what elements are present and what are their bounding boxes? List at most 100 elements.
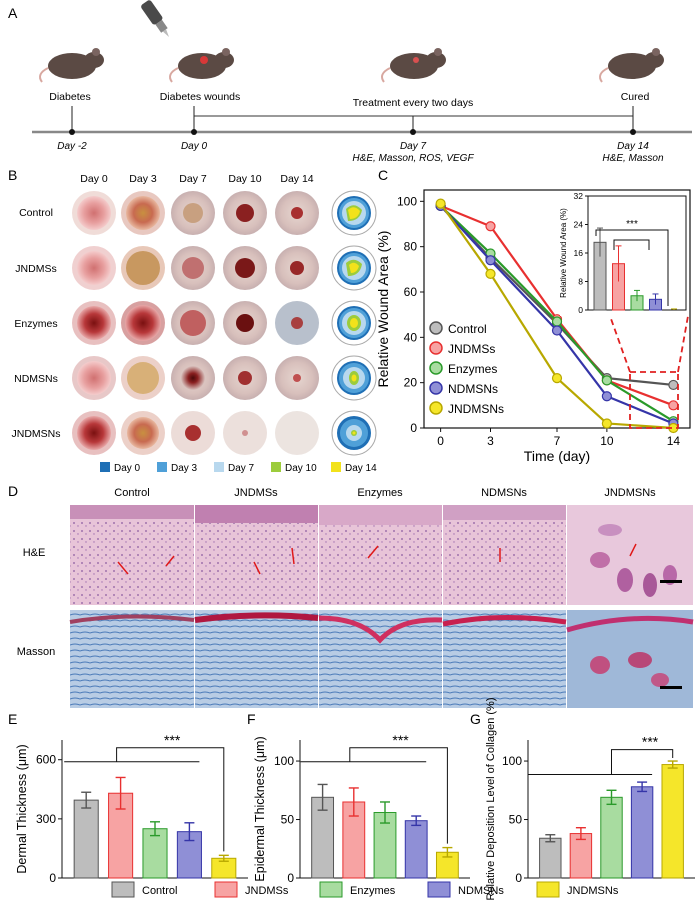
inset-significance-bracket xyxy=(613,239,650,250)
inset-y-tick-label: 24 xyxy=(574,220,584,230)
data-point xyxy=(435,198,446,209)
x-tick-label: 3 xyxy=(487,434,494,448)
y-tick-label: 40 xyxy=(404,330,418,344)
y-tick-label: 100 xyxy=(397,194,417,208)
legend-ndmsns: NDMSNs xyxy=(458,885,504,897)
wound-trace xyxy=(331,245,377,291)
legend-marker xyxy=(429,361,443,375)
wound-photo xyxy=(223,356,267,400)
data-point xyxy=(601,391,612,402)
histology-header-jndmss: JNDMSs xyxy=(234,487,278,499)
legend-swatch-jndmss xyxy=(214,881,238,898)
trace-legend-day0: Day 0 xyxy=(114,463,141,474)
photo-header-day3: Day 3 xyxy=(129,173,157,185)
photo-header-day7: Day 7 xyxy=(179,173,207,185)
legend-label: Control xyxy=(448,322,487,336)
y-tick-label: 300 xyxy=(36,812,56,826)
masson-image xyxy=(566,610,694,708)
he-image xyxy=(70,505,194,605)
legend-label: NDMSNs xyxy=(448,382,498,396)
photo-row-jndmss: JNDMSs xyxy=(15,263,56,275)
wound-photo xyxy=(275,411,319,455)
bar-ndmsns xyxy=(404,820,428,879)
x-tick-label: 10 xyxy=(600,434,614,448)
inset-y-axis-title: Relative Wound Area (%) xyxy=(559,208,568,298)
legend-jndmss: JNDMSs xyxy=(245,885,289,897)
masson-image xyxy=(194,610,319,708)
photo-day-headers: Day 0 Day 3 Day 7 Day 10 Day 14 xyxy=(80,173,314,185)
legend-marker xyxy=(429,321,443,335)
masson-images xyxy=(69,610,694,708)
histology-row-masson: Masson xyxy=(17,646,56,658)
photo-row-enzymes: Enzymes xyxy=(14,318,57,330)
wound-trace xyxy=(331,410,377,456)
histology-header-ndmsns: NDMSNs xyxy=(481,487,527,499)
significance-bracket xyxy=(116,747,225,852)
data-point xyxy=(551,325,563,336)
wound-trace xyxy=(331,355,377,401)
mouse-treated-icon xyxy=(381,48,446,83)
legend-swatch-ndmsns xyxy=(427,881,451,898)
wound-photo xyxy=(223,301,267,345)
bar-jndmss xyxy=(569,833,593,879)
y-tick-label: 50 xyxy=(281,813,295,827)
legend-jndmsns: JNDMSNs xyxy=(567,885,619,897)
y-tick-label: 0 xyxy=(515,871,522,885)
wound-photo xyxy=(121,246,165,290)
masson-image xyxy=(442,610,567,708)
trace-legend-swatch-day3 xyxy=(157,462,167,472)
photo-row-labels: Control JNDMSs Enzymes NDMSNs JNDMSNs xyxy=(12,207,61,440)
dropper-icon xyxy=(141,0,170,37)
histology-column-headers: Control JNDMSs Enzymes NDMSNs JNDMSNs xyxy=(114,487,656,499)
data-point xyxy=(601,418,612,429)
y-tick-label: 0 xyxy=(287,871,294,885)
zoom-line xyxy=(677,315,689,373)
bar-jndmsns xyxy=(661,764,684,879)
wound-photo xyxy=(171,246,215,290)
legend-control: Control xyxy=(142,885,177,897)
bar-control xyxy=(539,837,562,879)
wound-trace xyxy=(331,190,377,236)
y-tick-label: 60 xyxy=(404,285,418,299)
day-label-7: Day 7 xyxy=(400,141,427,152)
data-point xyxy=(668,400,679,411)
y-tick-label: 0 xyxy=(49,871,56,885)
legend-swatch-control xyxy=(111,881,135,898)
trace-legend-swatch-day14 xyxy=(331,462,341,472)
significance-bracket xyxy=(349,747,448,844)
wound-photo xyxy=(223,246,267,290)
panel-letter-c: C xyxy=(378,167,388,183)
wound-photo xyxy=(121,356,165,400)
histology-header-control: Control xyxy=(114,487,149,499)
inset-significance-label: *** xyxy=(626,219,638,230)
y-tick-label: 100 xyxy=(502,754,522,768)
x-tick-label: 14 xyxy=(667,434,681,448)
he-image xyxy=(319,505,442,605)
photo-row-control: Control xyxy=(19,207,53,219)
photo-header-day0: Day 0 xyxy=(80,173,108,185)
epidermal-thickness-bar-chart: 0 50 100 Epidermal Thickness (μm) *** xyxy=(253,732,470,885)
data-point xyxy=(485,268,496,279)
label-diabetes: Diabetes xyxy=(49,91,90,103)
trace-legend-swatch-day10 xyxy=(271,462,281,472)
legend-label: Enzymes xyxy=(448,362,497,376)
y-tick-label: 600 xyxy=(36,753,56,767)
inset-significance-bracket xyxy=(595,229,669,306)
y-tick-label: 80 xyxy=(404,240,418,254)
he-image xyxy=(195,505,318,605)
y-tick-label: 50 xyxy=(509,813,523,827)
bar-control xyxy=(73,799,99,879)
trace-legend-day7: Day 7 xyxy=(228,463,255,474)
legend-swatch-jndmsns xyxy=(536,881,560,898)
inset-y-tick-label: 0 xyxy=(578,305,583,315)
legend-label: JNDMSNs xyxy=(448,402,504,416)
wound-photo xyxy=(223,191,267,235)
legend-marker xyxy=(429,341,443,355)
masson-image xyxy=(318,610,443,708)
significance-label: *** xyxy=(164,732,181,748)
wound-photo xyxy=(275,301,319,345)
legend-label: JNDMSs xyxy=(448,342,495,356)
significance-label: *** xyxy=(392,732,409,748)
day-label-0: Day 0 xyxy=(181,141,208,152)
